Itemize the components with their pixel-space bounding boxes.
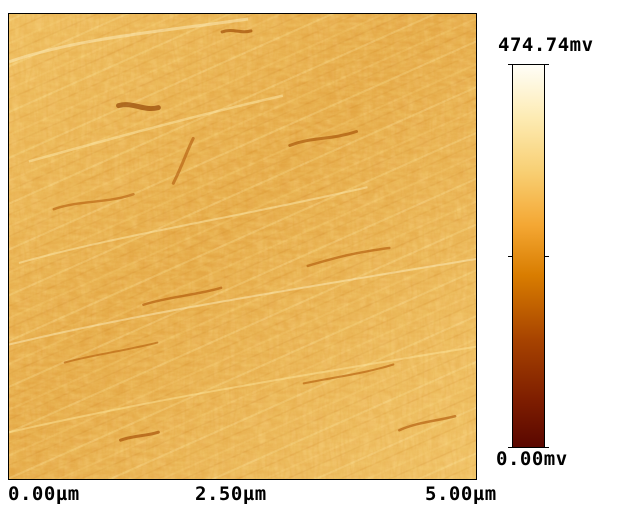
surface-highlights <box>9 17 476 434</box>
colorbar-mid-tick-right <box>545 256 549 257</box>
surface-texture-image <box>9 14 476 479</box>
colorbar-bottom-tick-right <box>545 447 549 448</box>
colorbar-bottom-tick <box>508 447 512 448</box>
colorbar-max-label: 474.74mv <box>498 34 594 56</box>
colorbar <box>512 64 545 448</box>
x-axis-tick-label: 0.00µm <box>8 483 80 505</box>
x-axis-tick-label: 2.50µm <box>195 483 267 505</box>
colorbar-top-tick <box>508 64 512 65</box>
surface-dark-features <box>52 29 457 442</box>
x-axis-tick-label: 5.00µm <box>425 483 497 505</box>
afm-height-map <box>8 13 477 480</box>
colorbar-top-tick-right <box>545 64 549 65</box>
colorbar-mid-tick <box>508 256 512 257</box>
colorbar-min-label: 0.00mv <box>496 448 568 470</box>
